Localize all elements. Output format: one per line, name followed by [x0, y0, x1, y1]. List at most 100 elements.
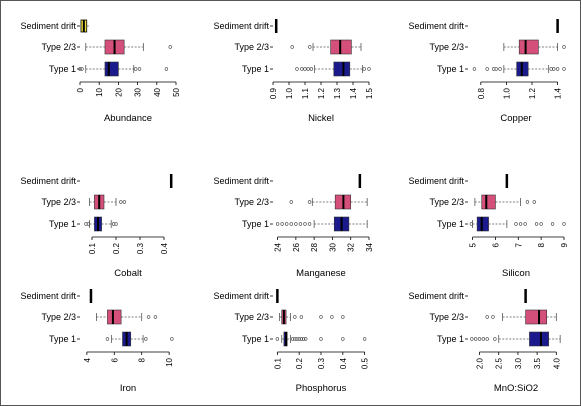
group-label: Sediment drift: [213, 176, 269, 186]
t1-outlier: [514, 222, 518, 226]
group-label: Type 1: [242, 334, 269, 344]
t1-box: [529, 331, 549, 347]
t1-box: [476, 216, 489, 232]
x-tick-label: 10: [95, 87, 104, 96]
x-tick-label: 0.2: [112, 242, 121, 254]
t1-outlier: [539, 222, 543, 226]
x-tick-label: 0.1: [88, 242, 97, 254]
group-label: Type 2/3: [429, 312, 464, 322]
group-label: Sediment drift: [213, 291, 269, 301]
x-tick-label: 28: [310, 242, 319, 251]
t23-outlier: [532, 200, 536, 204]
group-label: Type 2/3: [429, 42, 464, 52]
x-tick-label: 1.0: [285, 87, 294, 99]
t1-outlier: [477, 337, 482, 341]
t1-outlier: [473, 337, 478, 341]
x-tick-label: 1.5: [365, 87, 374, 99]
t1-outlier: [298, 222, 303, 226]
panel-title: MnO:SiO2: [494, 383, 538, 394]
x-tick-label: 1.1: [301, 87, 310, 99]
t1-outlier: [494, 67, 498, 71]
t23-outlier: [299, 315, 304, 319]
x-tick-label: 30: [328, 242, 337, 251]
x-tick-label: 0.3: [136, 242, 145, 254]
group-label: Type 1: [437, 334, 464, 344]
t1-outlier: [562, 222, 566, 226]
x-tick-label: 3.5: [533, 357, 542, 369]
x-tick-label: 0.5: [361, 357, 370, 369]
t1-outlier: [470, 337, 474, 341]
group-label: Type 1: [49, 219, 76, 229]
t1-outlier: [164, 67, 169, 71]
t23-outlier: [122, 200, 127, 204]
group-label: Type 1: [437, 64, 464, 74]
t23-outlier: [146, 315, 151, 319]
group-label: Type 1: [49, 334, 76, 344]
group-label: Type 1: [242, 64, 269, 74]
t23-outlier: [485, 315, 489, 319]
t23-outlier: [119, 200, 123, 204]
t23-outlier: [289, 200, 293, 204]
x-tick-label: 1.2: [528, 87, 537, 99]
t1-outlier: [362, 67, 366, 71]
x-tick-label: 4: [83, 357, 92, 362]
t1-outlier: [481, 337, 486, 341]
x-tick-label: 32: [347, 242, 356, 251]
x-tick-label: 0.3: [317, 357, 326, 369]
panel-title: Iron: [120, 383, 136, 394]
panel-title: Phosphorus: [296, 383, 347, 394]
t23-box: [481, 194, 496, 210]
t1-outlier: [550, 222, 555, 226]
t23-box: [525, 309, 548, 325]
group-label: Sediment drift: [408, 176, 464, 186]
t1-outlier: [111, 222, 116, 226]
t1-outlier: [293, 337, 297, 341]
x-tick-label: 0.9: [269, 87, 278, 99]
x-tick-label: 9: [560, 242, 569, 247]
t23-outlier: [308, 45, 312, 49]
t1-outlier: [295, 67, 299, 71]
t1-outlier: [367, 67, 371, 71]
t23-outlier: [330, 315, 334, 319]
x-tick-label: 1.2: [317, 87, 326, 99]
group-label: Sediment drift: [20, 291, 76, 301]
group-label: Sediment drift: [408, 21, 464, 31]
x-tick-label: 0.4: [339, 357, 348, 369]
t1-outlier: [523, 222, 527, 226]
group-label: Type 2/3: [41, 197, 76, 207]
t1-box: [333, 61, 351, 77]
x-tick-label: 1.0: [502, 87, 511, 99]
t1-outlier: [303, 67, 307, 71]
t1-outlier: [78, 67, 82, 71]
t1-outlier: [285, 222, 289, 226]
t1-outlier: [304, 337, 308, 341]
t1-outlier: [300, 67, 304, 71]
x-tick-label: 0.2: [295, 357, 304, 369]
group-label: Sediment drift: [20, 176, 76, 186]
group-label: Sediment drift: [213, 21, 269, 31]
t1-outlier: [280, 222, 284, 226]
x-tick-label: 3.0: [514, 357, 523, 369]
panel-title: Copper: [500, 113, 531, 124]
t1-outlier: [297, 337, 301, 341]
t1-outlier: [309, 67, 314, 71]
t1-outlier: [485, 337, 489, 341]
t1-outlier: [469, 222, 474, 226]
group-label: Type 2/3: [234, 197, 269, 207]
t23-outlier: [491, 315, 495, 319]
t1-outlier: [518, 222, 523, 226]
x-tick-label: 0.4: [160, 242, 169, 254]
t23-outlier: [341, 315, 345, 319]
t1-outlier: [170, 337, 174, 341]
x-tick-label: 8: [138, 357, 147, 362]
x-tick-label: 6: [110, 357, 119, 362]
t1-outlier: [275, 222, 280, 226]
t1-outlier: [341, 337, 345, 341]
t23-outlier: [319, 315, 323, 319]
t1-outlier: [144, 337, 148, 341]
panel-title: Cobalt: [114, 268, 142, 279]
x-tick-label: 26: [292, 242, 301, 251]
t1-outlier: [105, 337, 110, 341]
t23-outlier: [168, 45, 172, 49]
t23-outlier: [293, 315, 297, 319]
